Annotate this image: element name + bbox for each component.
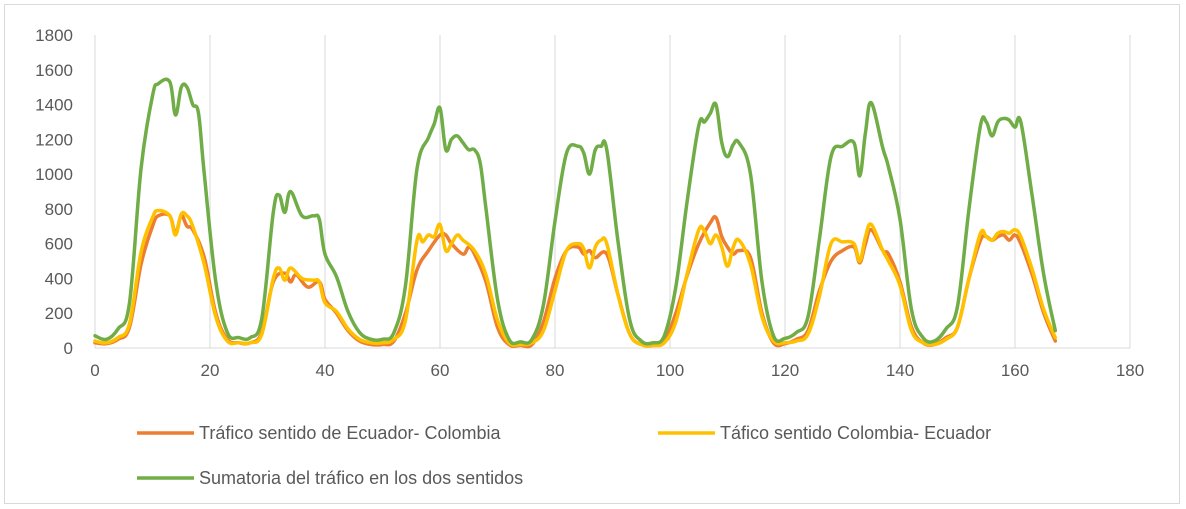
x-tick-label: 120 [771,361,799,380]
y-tick-label: 0 [64,339,73,358]
grid-layer [209,35,1131,348]
y-tick-label: 1200 [35,130,73,149]
y-tick-label: 1000 [35,165,73,184]
y-tick-label: 1800 [35,26,73,45]
series-line-2 [93,208,1058,348]
x-tick-label: 0 [90,361,99,380]
series-line-3 [93,77,1058,346]
x-tick-label: 140 [886,361,914,380]
y-tick-label: 1600 [35,61,73,80]
x-tick-label: 40 [316,361,335,380]
x-tick-label: 80 [546,361,565,380]
legend-label-1: Tráfico sentido de Ecuador- Colombia [199,423,501,443]
legend: Tráfico sentido de Ecuador- Colombia Táfi… [137,423,991,488]
legend-label-2: Táfico sentido Colombia- Ecuador [720,423,991,443]
x-tick-label: 100 [656,361,684,380]
y-tick-label: 200 [45,304,73,323]
x-tick-label: 60 [431,361,450,380]
y-tick-label: 400 [45,269,73,288]
legend-label-3: Sumatoria del tráfico en los dos sentido… [199,468,523,488]
x-tick-label: 180 [1116,361,1144,380]
series-layer [93,77,1058,349]
axis-layer: 0 20 40 60 80 100 120 140 160 1800200400600800100… [35,26,1144,380]
x-tick-label: 160 [1001,361,1029,380]
y-tick-label: 1400 [35,96,73,115]
y-tick-label: 600 [45,235,73,254]
x-tick-label: 20 [201,361,220,380]
y-tick-label: 800 [45,200,73,219]
